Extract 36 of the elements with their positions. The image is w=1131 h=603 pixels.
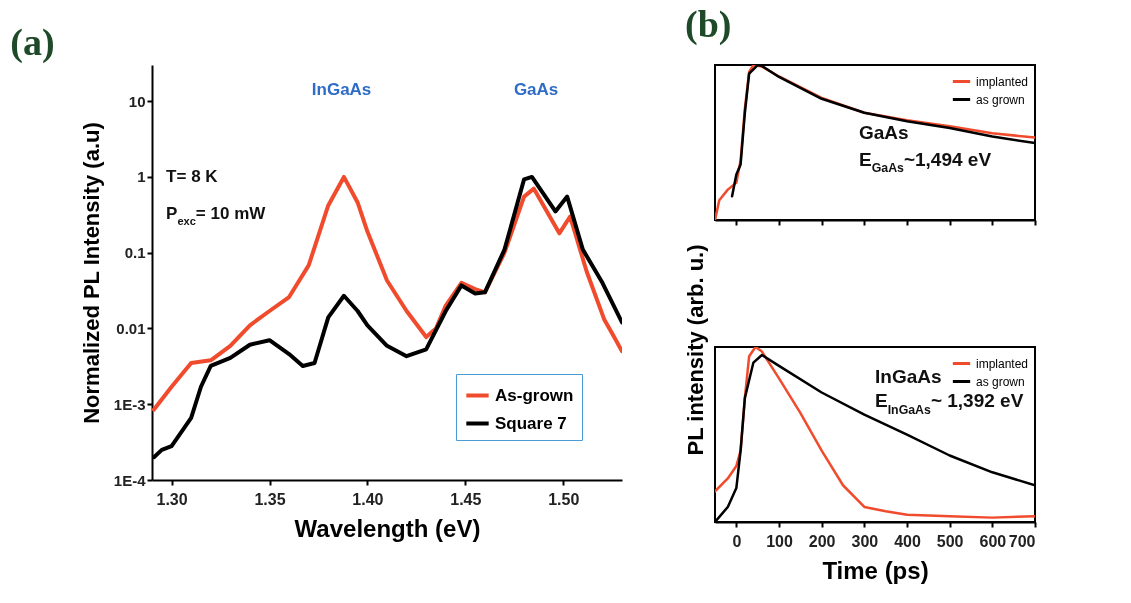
legend-label: Square 7: [495, 413, 567, 433]
annotation: T= 8 K: [166, 167, 219, 187]
annotation: InGaAs: [311, 79, 372, 99]
legend-label: implanted: [976, 356, 1029, 371]
y-tick-label: 0.1: [124, 244, 146, 262]
x-tick-label: 0: [732, 532, 742, 550]
y-tick-label: 1E-3: [113, 395, 146, 413]
y-tick-label: 0.01: [116, 319, 146, 337]
x-tick-label: 1.40: [352, 490, 384, 508]
x-axis-title: Wavelength (eV): [294, 514, 481, 542]
x-tick-label: 1.35: [254, 490, 286, 508]
x-tick-label: 400: [894, 532, 921, 550]
x-tick-label: 500: [936, 532, 964, 550]
y-tick-label: 1: [137, 168, 146, 186]
y-tick-label: 1E-4: [113, 471, 147, 489]
x-tick-label: 1.50: [548, 490, 580, 508]
y-axis-title: Normalized PL Intensity (a.u): [78, 122, 104, 424]
legend-label: as grown: [976, 92, 1025, 107]
x-tick-label: 700: [1008, 532, 1036, 550]
x-tick-label: 600: [979, 532, 1007, 550]
x-tick-label: 100: [766, 532, 793, 550]
y-axis-title: PL intensity (arb. u.): [682, 244, 708, 456]
chart-title: (a): [10, 21, 55, 64]
annotation: GaAs: [859, 122, 909, 144]
x-tick-label: 1.30: [156, 490, 188, 508]
annotation: InGaAs: [875, 365, 942, 387]
chart-title: (b): [685, 3, 732, 46]
x-axis-title: Time (ps): [822, 556, 929, 584]
x-tick-label: 200: [808, 532, 836, 550]
legend-label: As-grown: [495, 385, 574, 405]
legend-label: as grown: [976, 374, 1025, 389]
legend-label: implanted: [976, 74, 1029, 89]
y-tick-label: 10: [128, 92, 146, 110]
annotation: GaAs: [513, 79, 559, 99]
x-tick-label: 1.45: [450, 490, 482, 508]
x-tick-label: 300: [851, 532, 879, 550]
